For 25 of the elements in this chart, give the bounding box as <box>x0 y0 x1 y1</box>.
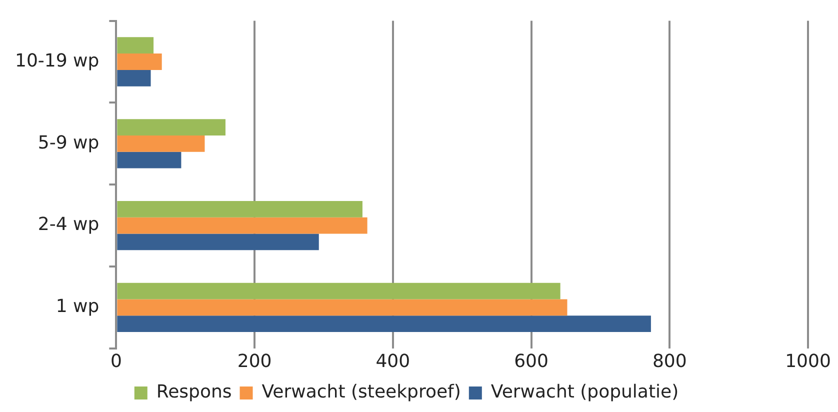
y-tick-label: 10-19 wp <box>14 50 100 72</box>
bar <box>117 70 151 86</box>
y-tick-label: 1 wp <box>56 296 100 318</box>
bar <box>117 316 651 332</box>
bar <box>117 119 226 136</box>
y-tick-label: 2-4 wp <box>38 214 100 236</box>
x-tick-label: 0 <box>110 350 122 372</box>
bar <box>117 200 362 218</box>
x-tick-label: 800 <box>652 350 687 372</box>
bar <box>117 282 560 300</box>
x-tick-label: 600 <box>514 350 548 372</box>
legend-label: Verwacht (populatie) <box>490 382 679 403</box>
bar <box>117 217 368 234</box>
bar <box>117 152 182 168</box>
x-tick-label: 400 <box>376 350 410 372</box>
bar <box>117 54 162 70</box>
x-tick-label: 200 <box>237 350 272 372</box>
bar <box>117 135 205 152</box>
bar <box>117 234 319 250</box>
y-tick-label: 5-9 wp <box>38 132 100 154</box>
x-tick-label: 1000 <box>785 350 831 372</box>
legend-label: Verwacht (steekproef) <box>262 382 461 403</box>
legend-label: Respons <box>156 382 232 403</box>
bar <box>117 299 568 316</box>
bar <box>117 37 154 54</box>
